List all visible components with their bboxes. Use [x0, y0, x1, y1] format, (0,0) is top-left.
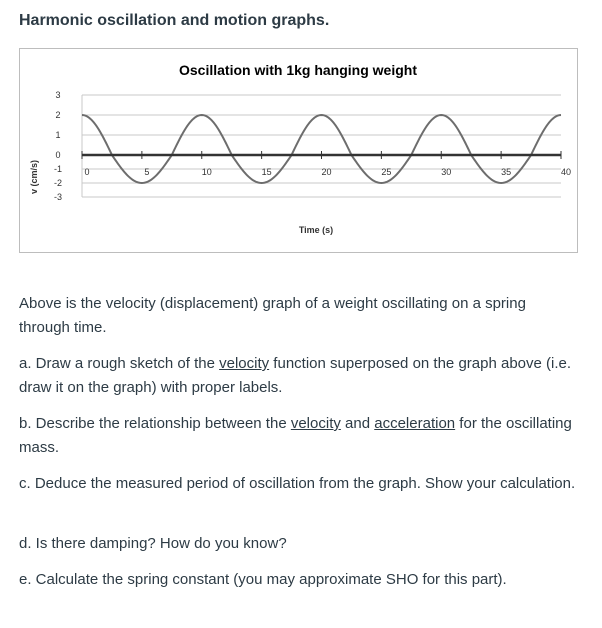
- x-tick-label: 20: [321, 167, 331, 177]
- y-tick-label: 1: [55, 130, 60, 140]
- question-intro: Above is the velocity (displacement) gra…: [19, 295, 526, 336]
- x-tick-label: 25: [381, 167, 391, 177]
- question-b: b. Describe the relationship between the…: [19, 412, 579, 460]
- x-tick-label: 30: [441, 167, 451, 177]
- velocity-link[interactable]: velocity: [290, 415, 341, 432]
- x-tick-label: 0: [84, 167, 89, 177]
- y-tick-label: -3: [54, 192, 62, 202]
- y-tick-label: 2: [55, 110, 60, 120]
- y-axis-label: v (cm/s): [29, 160, 39, 194]
- question-d: d. Is there damping? How do you know?: [19, 535, 287, 552]
- question-b-text: b. Describe the relationship between the: [19, 415, 291, 432]
- x-tick-label: 40: [561, 167, 571, 177]
- question-c: c. Deduce the measured period of oscilla…: [19, 475, 576, 492]
- question-a: a. Draw a rough sketch of the velocity f…: [19, 352, 579, 400]
- question-b-and: and: [340, 415, 375, 432]
- chart-title: Oscillation with 1kg hanging weight: [179, 62, 417, 78]
- x-tick-label: 15: [262, 167, 272, 177]
- question-e: e. Calculate the spring constant (you ma…: [19, 571, 507, 588]
- x-tick-label: 5: [144, 167, 149, 177]
- series-line: [81, 113, 562, 185]
- page-heading: Harmonic oscillation and motion graphs.: [19, 12, 330, 29]
- acceleration-link[interactable]: acceleration: [374, 415, 456, 432]
- x-tick-label: 10: [202, 167, 212, 177]
- y-tick-label: 0: [55, 150, 60, 160]
- x-tick-label: 35: [501, 167, 511, 177]
- y-tick-label: -2: [54, 178, 62, 188]
- question-a-text-end: function superposed on the graph above (…: [19, 355, 572, 396]
- question-b-text-end: for the oscillating mass.: [19, 415, 572, 456]
- x-axis-label: Time (s): [299, 225, 333, 235]
- question-a-text: a. Draw a rough sketch of the: [19, 355, 220, 372]
- oscillation-chart: Oscillation with 1kg hanging weight 3210…: [29, 62, 571, 235]
- y-tick-label: 3: [55, 90, 60, 100]
- y-tick-label: -1: [54, 164, 62, 174]
- velocity-link[interactable]: velocity: [219, 355, 270, 372]
